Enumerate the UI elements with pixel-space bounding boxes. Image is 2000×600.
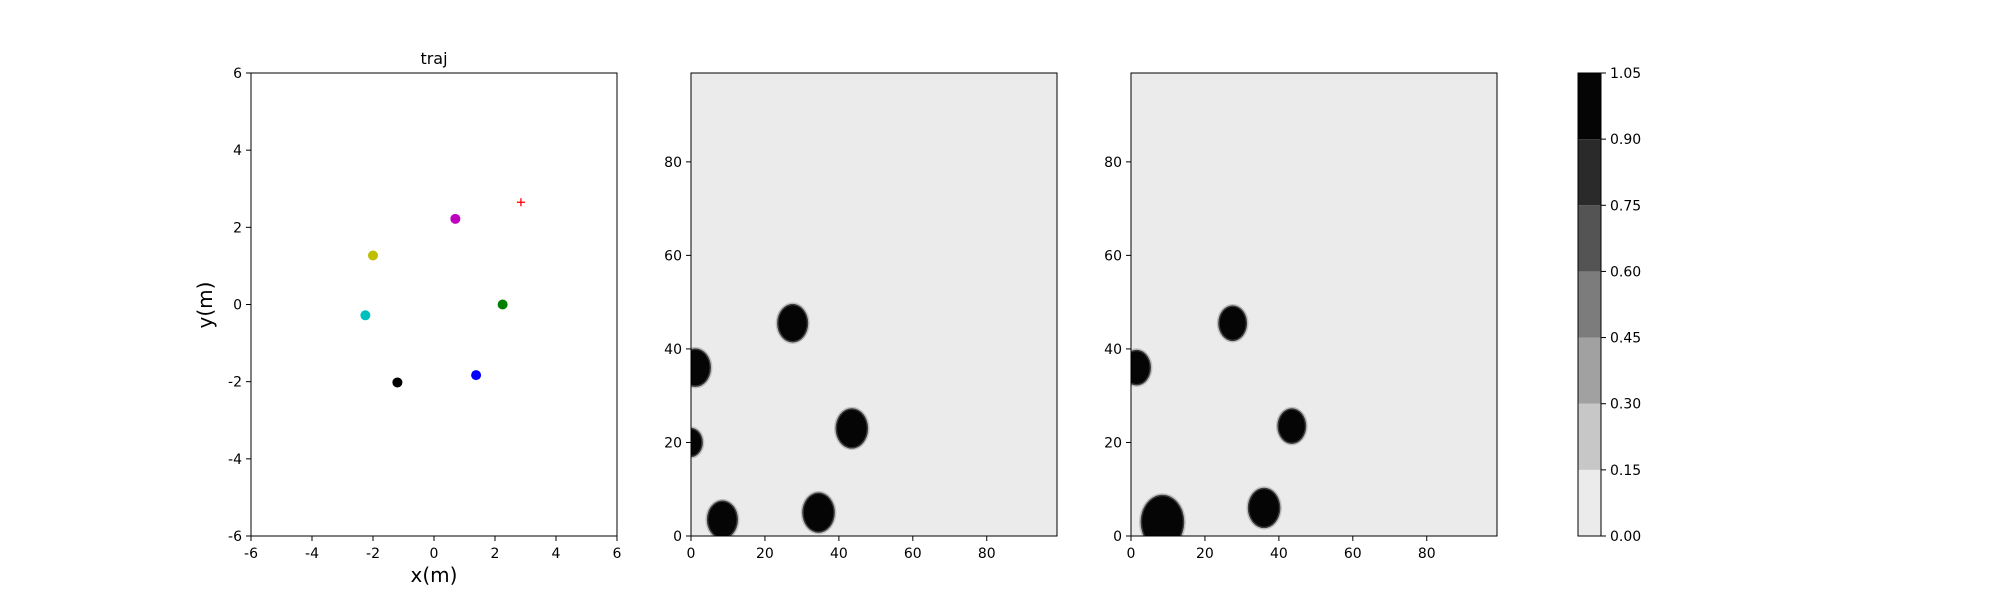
agent-point bbox=[471, 370, 482, 381]
colorbar-level bbox=[1578, 205, 1601, 272]
y-tick-label: 40 bbox=[1104, 342, 1122, 358]
y-tick-label: 2 bbox=[233, 220, 242, 236]
agent-point bbox=[392, 377, 403, 388]
y-tick-label: 60 bbox=[1104, 248, 1122, 264]
obstacle-blob bbox=[775, 302, 810, 344]
x-tick-label: 40 bbox=[1270, 546, 1288, 562]
y-tick-label: 4 bbox=[233, 143, 242, 159]
map1-background bbox=[691, 73, 1057, 536]
colorbar-frame bbox=[1577, 72, 1602, 537]
x-tick-label: 6 bbox=[613, 546, 622, 562]
colorbar-level bbox=[1578, 469, 1601, 536]
trajectory-panel: traj -6 -4 -2 0 2 4 6 -6 -4 -2 0 2 4 6 x(m) y(m) bbox=[193, 49, 622, 587]
x-tick-label: 60 bbox=[904, 546, 922, 562]
traj-y-label: y(m) bbox=[193, 282, 217, 329]
obstacle-blob bbox=[1131, 348, 1153, 387]
colorbar-tick-label: 0.60 bbox=[1610, 264, 1641, 280]
y-tick-label: 0 bbox=[233, 298, 242, 314]
traj-y-axis: -6 -4 -2 0 2 4 6 bbox=[228, 66, 251, 545]
colorbar-tick-label: 1.05 bbox=[1610, 66, 1641, 82]
x-tick-label: -4 bbox=[305, 546, 319, 562]
y-tick-label: -6 bbox=[228, 529, 242, 545]
map1-y-axis: 0 20 40 60 80 bbox=[664, 155, 691, 545]
colorbar-tick-label: 0.90 bbox=[1610, 132, 1641, 148]
agent-point bbox=[368, 250, 378, 261]
obstacle-blob bbox=[800, 490, 837, 535]
map1-axes-frame bbox=[690, 72, 1058, 537]
agent-point bbox=[360, 310, 371, 321]
x-tick-label: 0 bbox=[687, 546, 696, 562]
map2-blobs bbox=[1131, 303, 1308, 536]
map2-y-axis: 0 20 40 60 80 bbox=[1104, 155, 1131, 545]
x-tick-label: -2 bbox=[366, 546, 380, 562]
obstacle-blob bbox=[834, 406, 870, 451]
occupancy-map-2-panel: 0 20 40 60 80 0 20 40 60 80 bbox=[1104, 72, 1498, 562]
colorbar-tick-label: 0.75 bbox=[1610, 198, 1641, 214]
y-tick-label: 0 bbox=[1113, 529, 1122, 545]
y-tick-label: 60 bbox=[664, 248, 682, 264]
y-tick-label: 6 bbox=[233, 66, 242, 82]
x-tick-label: -6 bbox=[244, 546, 258, 562]
y-tick-label: 0 bbox=[673, 529, 682, 545]
obstacle-blob bbox=[1246, 486, 1282, 530]
traj-x-axis: -6 -4 -2 0 2 4 6 bbox=[244, 536, 622, 562]
x-tick-label: 0 bbox=[430, 546, 439, 562]
goal-marker bbox=[516, 198, 525, 207]
obstacle-blob bbox=[691, 426, 705, 459]
obstacle-blob bbox=[1139, 493, 1186, 536]
obstacle-blob bbox=[1216, 303, 1249, 343]
map2-axes-frame bbox=[1130, 72, 1498, 537]
map2-background bbox=[1131, 73, 1497, 536]
traj-points bbox=[360, 198, 525, 388]
y-tick-label: -2 bbox=[228, 375, 242, 391]
occupancy-map-1-panel: 0 20 40 60 80 0 20 40 60 80 bbox=[664, 72, 1058, 562]
y-tick-label: 80 bbox=[664, 155, 682, 171]
colorbar-level bbox=[1578, 73, 1601, 140]
map2-x-axis: 0 20 40 60 80 bbox=[1127, 536, 1436, 562]
map1-x-axis: 0 20 40 60 80 bbox=[687, 536, 996, 562]
colorbar-tick-label: 0.00 bbox=[1610, 529, 1641, 545]
colorbar-tick-label: 0.45 bbox=[1610, 331, 1641, 347]
traj-x-label: x(m) bbox=[411, 563, 458, 587]
colorbar-tick-label: 0.15 bbox=[1610, 463, 1641, 479]
y-tick-label: 20 bbox=[664, 435, 682, 451]
x-tick-label: 60 bbox=[1344, 546, 1362, 562]
colorbar-level bbox=[1578, 403, 1601, 470]
colorbar-level bbox=[1578, 139, 1601, 206]
map1-blobs bbox=[691, 302, 870, 536]
colorbar-ticks: 0.00 0.15 0.30 0.45 0.60 0.75 0.90 1.05 bbox=[1601, 66, 1641, 545]
colorbar-levels bbox=[1578, 73, 1601, 536]
x-tick-label: 40 bbox=[830, 546, 848, 562]
colorbar-level bbox=[1578, 337, 1601, 404]
x-tick-label: 20 bbox=[756, 546, 774, 562]
colorbar-level bbox=[1578, 271, 1601, 338]
colorbar-tick-label: 0.30 bbox=[1610, 397, 1641, 413]
agent-point bbox=[497, 299, 508, 310]
y-tick-label: 80 bbox=[1104, 155, 1122, 171]
x-tick-label: 20 bbox=[1196, 546, 1214, 562]
obstacle-blob bbox=[691, 346, 713, 389]
y-tick-label: 40 bbox=[664, 342, 682, 358]
x-tick-label: 4 bbox=[552, 546, 561, 562]
x-tick-label: 80 bbox=[978, 546, 996, 562]
agent-point bbox=[450, 213, 461, 224]
x-tick-label: 2 bbox=[491, 546, 500, 562]
obstacle-blob bbox=[705, 498, 740, 536]
x-tick-label: 0 bbox=[1127, 546, 1136, 562]
colorbar: 0.00 0.15 0.30 0.45 0.60 0.75 0.90 1.05 bbox=[1577, 66, 1641, 545]
traj-title: traj bbox=[420, 49, 447, 68]
y-tick-label: -4 bbox=[228, 452, 242, 468]
obstacle-blob bbox=[1275, 406, 1308, 446]
y-tick-label: 20 bbox=[1104, 435, 1122, 451]
x-tick-label: 80 bbox=[1418, 546, 1436, 562]
